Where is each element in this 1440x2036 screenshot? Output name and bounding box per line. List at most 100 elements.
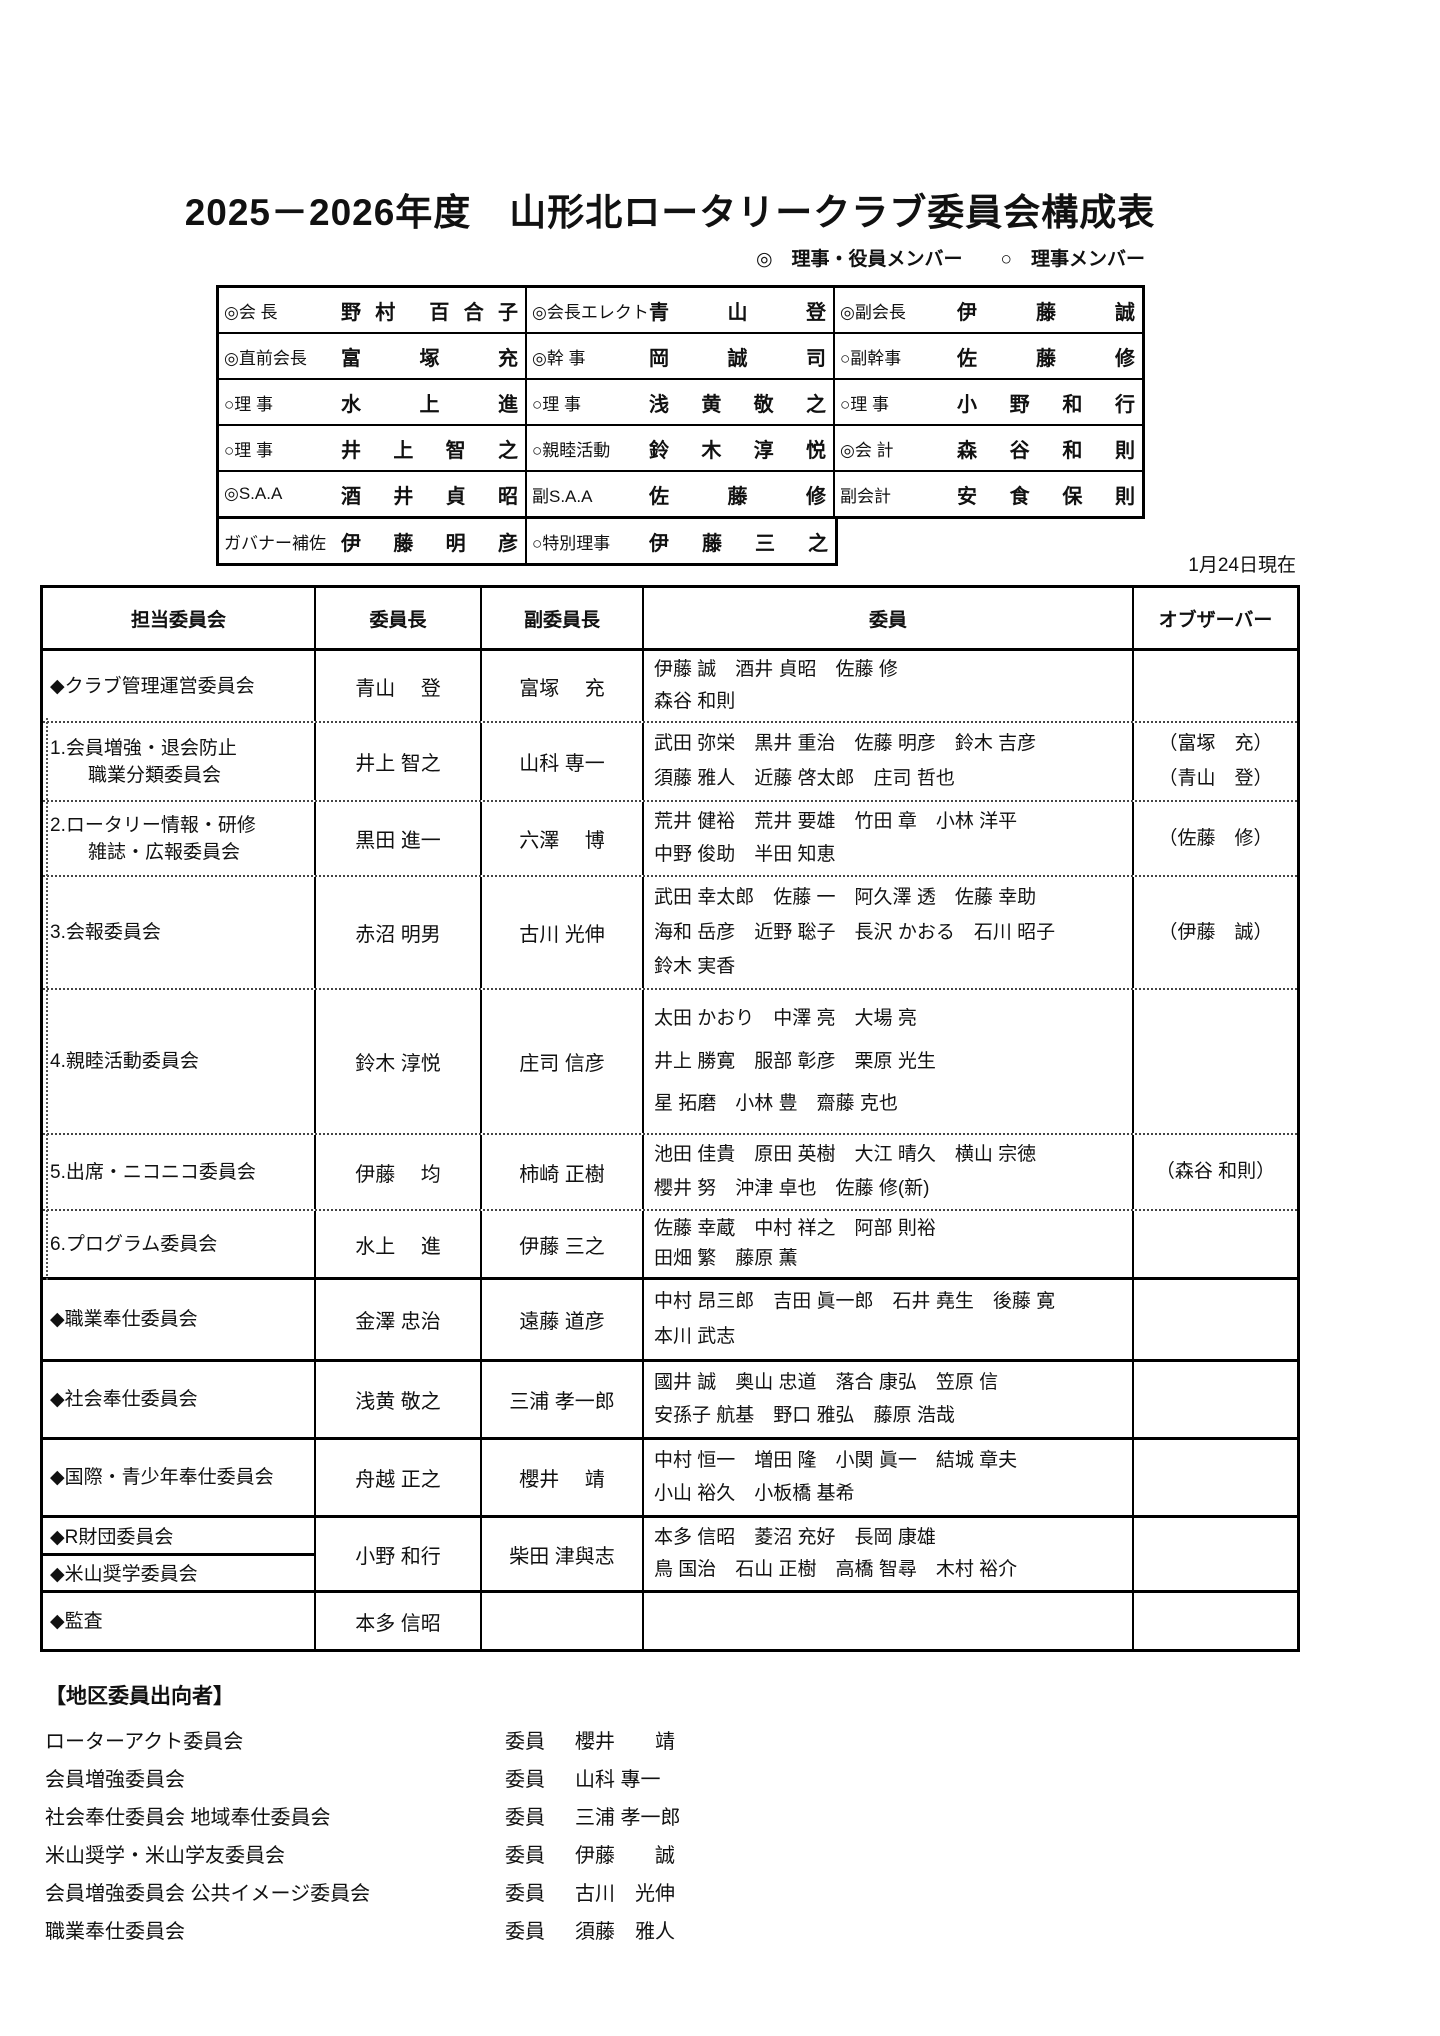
observer-cell xyxy=(1134,1211,1297,1277)
committee-name-cell: ◆クラブ管理運営委員会 xyxy=(43,651,316,721)
dispatch-role-label: 委員 xyxy=(505,1844,545,1867)
observer-cell xyxy=(1134,1518,1297,1590)
members-cell: 太田 かおり 中澤 亮 大場 亮井上 勝寛 服部 彰彦 栗原 光生星 拓磨 小林… xyxy=(644,990,1134,1133)
dispatch-member-name: 須藤 雅人 xyxy=(575,1920,675,1943)
members-cell: 伊藤 誠 酒井 貞昭 佐藤 修森谷 和則 xyxy=(644,651,1134,721)
committee-name-line: 2.ロータリー情報・研修 xyxy=(50,814,256,836)
officer-name: 井 上 智 之 xyxy=(341,439,518,462)
officer-role-label: 副S.A.A xyxy=(532,486,593,506)
dispatch-role-label: 委員 xyxy=(505,1768,545,1791)
dispatch-row: 会員増強委員会 公共イメージ委員会 委員 古川 光伸 xyxy=(45,1872,805,1910)
chair-cell: 井上 智之 xyxy=(316,723,482,800)
committee-name-line: ◆米山奨学委員会 xyxy=(50,1564,198,1586)
dispatch-heading: 【地区委員出向者】 xyxy=(45,1685,234,1708)
committee-name-line: ◆社会奉仕委員会 xyxy=(50,1389,198,1410)
officer-role-label: ◎会 計 xyxy=(840,440,894,460)
officer-cell: ○理 事 浅 黄 敬 之 xyxy=(527,380,835,424)
officer-row: ○理 事 井 上 智 之 ○親睦活動 鈴 木 淳 悦 ◎会 計 森 谷 和 則 xyxy=(219,426,1142,472)
committee-name-cell: 4.親睦活動委員会 xyxy=(43,990,316,1133)
observer-cell xyxy=(1134,1440,1297,1515)
member-line: 太田 かおり 中澤 亮 大場 亮 xyxy=(654,1008,917,1030)
chair-cell: 浅黄 敬之 xyxy=(316,1362,482,1437)
dispatch-member-name: 山科 專一 xyxy=(575,1768,661,1791)
vice-chair-cell: 庄司 信彦 xyxy=(482,990,644,1133)
committee-name-line: 雑誌・広報委員会 xyxy=(88,841,241,863)
observer-line: （森谷 和則） xyxy=(1155,1161,1276,1182)
committee-table-header-row: 担当委員会 委員長 副委員長 委員 オブザーバー xyxy=(43,588,1297,648)
dispatch-member-name: 櫻井 靖 xyxy=(575,1730,675,1753)
dispatch-committee: 会員増強委員会 xyxy=(45,1768,185,1791)
officer-role-label: ○理 事 xyxy=(840,394,889,414)
officer-role-label: ◎幹 事 xyxy=(532,348,586,368)
committee-header-cell: 委員長 xyxy=(316,588,482,648)
committee-row: 5.出席・ニコニコ委員会 伊藤 均柿崎 正樹 池田 佳貴 原田 英樹 大江 晴久 横… xyxy=(43,1133,1297,1209)
officer-row: ○理 事水 上 進 ○理 事浅 黄 敬 之 ○理 事小 野 和 行 xyxy=(219,380,1142,426)
officer-name: 水 上 進 xyxy=(341,393,518,416)
dispatch-list: ローターアクト委員会 委員 櫻井 靖会員増強委員会 委員 山科 專一 社会奉仕委員会 地域… xyxy=(45,1720,805,1948)
sub-committee-guide-line xyxy=(46,718,48,1280)
committee-row: 6.プログラム委員会 水上 進伊藤 三之 佐藤 幸蔵 中村 祥之 阿部 則裕 田畑 繁… xyxy=(43,1209,1297,1277)
officer-role-label: 副会計 xyxy=(840,486,891,506)
chair-cell: 舟越 正之 xyxy=(316,1440,482,1515)
officer-role-label: ◎会 長 xyxy=(224,302,278,322)
committee-table: 担当委員会 委員長 副委員長 委員 オブザーバー ◆クラブ管理運営委員会 青山 登富塚 充伊… xyxy=(40,585,1300,1652)
committee-name-cell: 3.会報委員会 xyxy=(43,877,316,988)
officer-cell: ガバナー補佐伊 藤 明 彦 xyxy=(219,519,527,563)
page-title: 2025－2026年度 山形北ロータリークラブ委員会構成表 xyxy=(184,192,1156,233)
officer-row: ◎会 長野村 百合子 ◎会長エレクト青 山 登 ◎副会長伊 藤 誠 xyxy=(219,288,1142,334)
vice-chair-cell: 三浦 孝一郎 xyxy=(482,1362,644,1437)
dispatch-row: 米山奨学・米山学友委員会 委員 伊藤 誠 xyxy=(45,1834,805,1872)
dispatch-committee: 会員増強委員会 公共イメージ委員会 xyxy=(45,1882,371,1905)
committee-name-line: 5.出席・ニコニコ委員会 xyxy=(50,1161,256,1183)
member-line: 中村 恒一 増田 隆 小関 眞一 結城 章夫 xyxy=(654,1449,1018,1471)
committee-name-cell: 5.出席・ニコニコ委員会 xyxy=(43,1135,316,1209)
member-line: 本川 武志 xyxy=(654,1326,736,1347)
committee-name-line: 職業分類委員会 xyxy=(88,764,222,786)
officer-name: 佐 藤 修 xyxy=(649,485,826,508)
dispatch-row: 会員増強委員会 委員 山科 專一 xyxy=(45,1758,805,1796)
dispatch-role-label: 委員 xyxy=(505,1806,545,1829)
officer-table-tail-block: ガバナー補佐伊 藤 明 彦 ○特別理事 伊 藤 三 之 xyxy=(216,519,838,566)
committee-header-cell: オブザーバー xyxy=(1134,588,1297,648)
dispatch-committee: ローターアクト委員会 xyxy=(45,1730,244,1753)
chair-cell: 青山 登 xyxy=(316,651,482,721)
officer-cell: ◎幹 事 岡 誠 司 xyxy=(527,334,835,378)
officer-role-label: ◎直前会長 xyxy=(224,348,307,368)
member-line: 池田 佳貴 原田 英樹 大江 晴久 横山 宗徳 xyxy=(654,1144,1037,1166)
committee-header-cell: 副委員長 xyxy=(482,588,644,648)
member-line: 中野 俊助 半田 知恵 xyxy=(654,844,836,865)
officer-name: 伊 藤 三 之 xyxy=(649,532,828,555)
officer-table: ◎会 長野村 百合子 ◎会長エレクト青 山 登 ◎副会長伊 藤 誠 ◎直前会長富 塚 … xyxy=(216,285,1145,566)
member-line: 本多 信昭 菱沼 充好 長岡 康雄 xyxy=(654,1526,936,1548)
members-cell: 中村 昂三郎 吉田 眞一郎 石井 堯生 後藤 寛本川 武志 xyxy=(644,1280,1134,1359)
committee-name-cell: 1.会員増強・退会防止職業分類委員会 xyxy=(43,723,316,800)
chair-cell: 赤沼 明男 xyxy=(316,877,482,988)
member-line: 星 拓磨 小林 豊 齋藤 克也 xyxy=(654,1092,898,1114)
committee-row: 3.会報委員会 赤沼 明男 古川 光伸 武田 幸太郎 佐藤 一 阿久澤 透 佐藤 幸助… xyxy=(43,875,1297,988)
observer-cell xyxy=(1134,651,1297,721)
officer-name: 鈴 木 淳 悦 xyxy=(649,439,826,462)
officer-cell: ◎副会長 伊 藤 誠 xyxy=(835,288,1142,332)
committee-name-line: ◆監査 xyxy=(50,1610,103,1632)
observer-cell: （森谷 和則） xyxy=(1134,1135,1297,1209)
chair-cell: 水上 進 xyxy=(316,1211,482,1277)
dispatch-committee: 職業奉仕委員会 xyxy=(45,1920,185,1943)
member-line: 櫻井 努 沖津 卓也 佐藤 修(新) xyxy=(654,1177,930,1199)
member-line: 中村 昂三郎 吉田 眞一郎 石井 堯生 後藤 寛 xyxy=(654,1291,1056,1312)
observer-cell xyxy=(1134,1362,1297,1437)
vice-chair-cell: 富塚 充 xyxy=(482,651,644,721)
committee-name-line: 1.会員増強・退会防止 xyxy=(50,737,237,759)
officer-role-label: ○特別理事 xyxy=(532,533,611,553)
committee-name-line: ◆国際・青少年奉仕委員会 xyxy=(50,1467,274,1488)
members-cell: 武田 幸太郎 佐藤 一 阿久澤 透 佐藤 幸助 海和 岳彦 近野 聡子 長沢 かお… xyxy=(644,877,1134,988)
officer-cell: ◎会 長 野村 百合子 xyxy=(219,288,527,332)
members-cell xyxy=(644,1593,1134,1649)
officer-name: 森 谷 和 則 xyxy=(957,439,1135,462)
committee-header-label: 副委員長 xyxy=(523,609,600,631)
committee-header-cell: 委員 xyxy=(644,588,1134,648)
officer-role-label: ○理 事 xyxy=(224,440,273,460)
members-cell: 本多 信昭 菱沼 充好 長岡 康雄鳥 国治 石山 正樹 高橋 智尋 木村 裕介 xyxy=(644,1518,1134,1590)
dispatch-section: 【地区委員出向者】 ローターアクト委員会 委員 櫻井 靖会員増強委員会 委員 山科 專一… xyxy=(45,1682,805,1948)
dispatch-member-name: 伊藤 誠 xyxy=(575,1844,675,1867)
officer-cell: ○理 事 井 上 智 之 xyxy=(219,426,527,470)
